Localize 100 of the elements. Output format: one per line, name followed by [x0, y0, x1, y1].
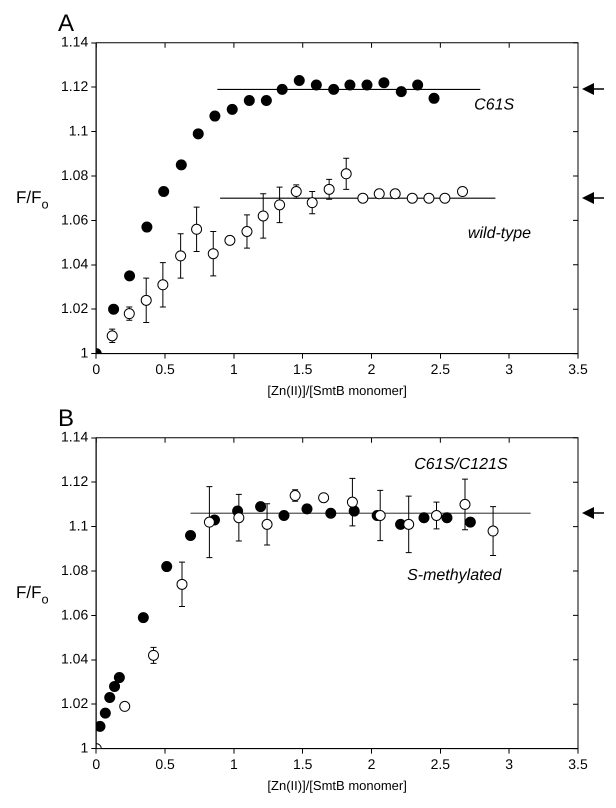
point — [274, 199, 286, 210]
point — [124, 270, 136, 282]
point — [457, 186, 468, 198]
point — [138, 612, 149, 624]
point — [325, 508, 336, 519]
point — [260, 95, 272, 106]
point — [204, 516, 215, 528]
x-tick-label: 2.5 — [430, 756, 450, 772]
point — [431, 510, 442, 521]
point — [119, 700, 130, 712]
y-tick-label: 1.1 — [68, 122, 88, 138]
point — [244, 95, 255, 106]
point — [276, 84, 288, 95]
y-tick-label: 1.12 — [61, 473, 88, 490]
point — [464, 516, 476, 528]
point — [208, 248, 219, 260]
x-tick-label: 3.5 — [568, 756, 588, 772]
point — [396, 86, 407, 98]
point — [175, 250, 186, 262]
point — [344, 79, 356, 90]
x-tick-label: 3 — [505, 756, 514, 772]
point — [157, 279, 168, 290]
x-tick-label: 3 — [505, 360, 514, 377]
point — [224, 234, 236, 246]
point — [258, 210, 269, 222]
point — [378, 77, 390, 88]
point — [310, 79, 322, 90]
annotation: C61S — [474, 96, 515, 114]
point — [192, 128, 204, 140]
y-tick-label: 1.04 — [61, 650, 88, 667]
point — [340, 168, 352, 180]
point — [241, 226, 252, 237]
x-axis-title: [Zn(II)]/[SmtB monomer] — [267, 382, 407, 398]
point — [301, 503, 312, 514]
point — [488, 526, 499, 537]
point — [428, 92, 440, 104]
point — [233, 512, 244, 524]
point — [324, 184, 335, 195]
point — [294, 75, 305, 86]
point — [459, 498, 470, 510]
x-axis-title: [Zn(II)]/[SmtB monomer] — [267, 778, 407, 793]
point — [306, 197, 318, 208]
point — [114, 672, 125, 684]
x-tick-label: 1.5 — [292, 360, 313, 377]
point — [255, 501, 266, 512]
point — [357, 192, 368, 204]
point — [141, 222, 152, 233]
point — [176, 159, 187, 170]
point — [148, 650, 160, 661]
y-tick-label: 1.08 — [61, 166, 88, 183]
point — [185, 530, 196, 541]
x-tick-label: 2 — [368, 756, 376, 772]
point — [318, 492, 330, 504]
y-tick-label: 1.12 — [61, 78, 88, 94]
annotation: wild-type — [468, 225, 532, 242]
point — [262, 518, 273, 530]
point — [161, 561, 172, 572]
y-tick-label: 1.06 — [61, 211, 88, 228]
x-tick-label: 0 — [92, 360, 100, 377]
y-tick-label: 1.1 — [68, 517, 88, 534]
y-tick-label: 1 — [80, 739, 88, 756]
x-tick-label: 1 — [230, 360, 238, 377]
y-tick-label: 1.02 — [61, 300, 88, 316]
x-tick-label: 1.5 — [292, 756, 313, 772]
y-tick-label: 1.08 — [61, 562, 88, 578]
point — [176, 578, 188, 590]
point — [191, 224, 202, 235]
x-tick-label: 3.5 — [568, 360, 588, 377]
annotation: C61S/C121S — [414, 456, 508, 473]
y-tick-label: 1 — [80, 344, 88, 360]
point — [412, 79, 424, 90]
point — [100, 708, 111, 719]
x-tick-label: 1 — [230, 756, 238, 772]
point — [439, 192, 450, 204]
point — [328, 84, 340, 95]
point — [361, 79, 372, 90]
point — [278, 510, 290, 521]
x-tick-label: 0 — [92, 756, 100, 772]
point — [441, 512, 452, 524]
point — [374, 188, 385, 200]
y-tick-label: 1.02 — [61, 695, 88, 712]
point — [104, 692, 116, 704]
point — [406, 192, 418, 204]
point — [374, 510, 386, 521]
point — [158, 186, 170, 198]
x-tick-label: 0.5 — [155, 756, 176, 772]
point — [423, 192, 434, 204]
x-tick-label: 2.5 — [430, 360, 450, 377]
point — [403, 518, 414, 530]
point — [226, 104, 238, 115]
y-tick-label: 1.04 — [61, 256, 88, 272]
point — [390, 188, 401, 200]
point — [108, 304, 120, 315]
point — [109, 680, 120, 692]
annotation: S-methylated — [407, 566, 502, 584]
point — [418, 512, 430, 524]
point — [209, 110, 220, 122]
x-tick-label: 0.5 — [155, 360, 176, 377]
point — [140, 294, 152, 306]
y-tick-label: 1.06 — [61, 606, 88, 622]
